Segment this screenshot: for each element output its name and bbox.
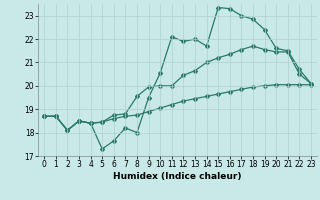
X-axis label: Humidex (Indice chaleur): Humidex (Indice chaleur) bbox=[113, 172, 242, 181]
